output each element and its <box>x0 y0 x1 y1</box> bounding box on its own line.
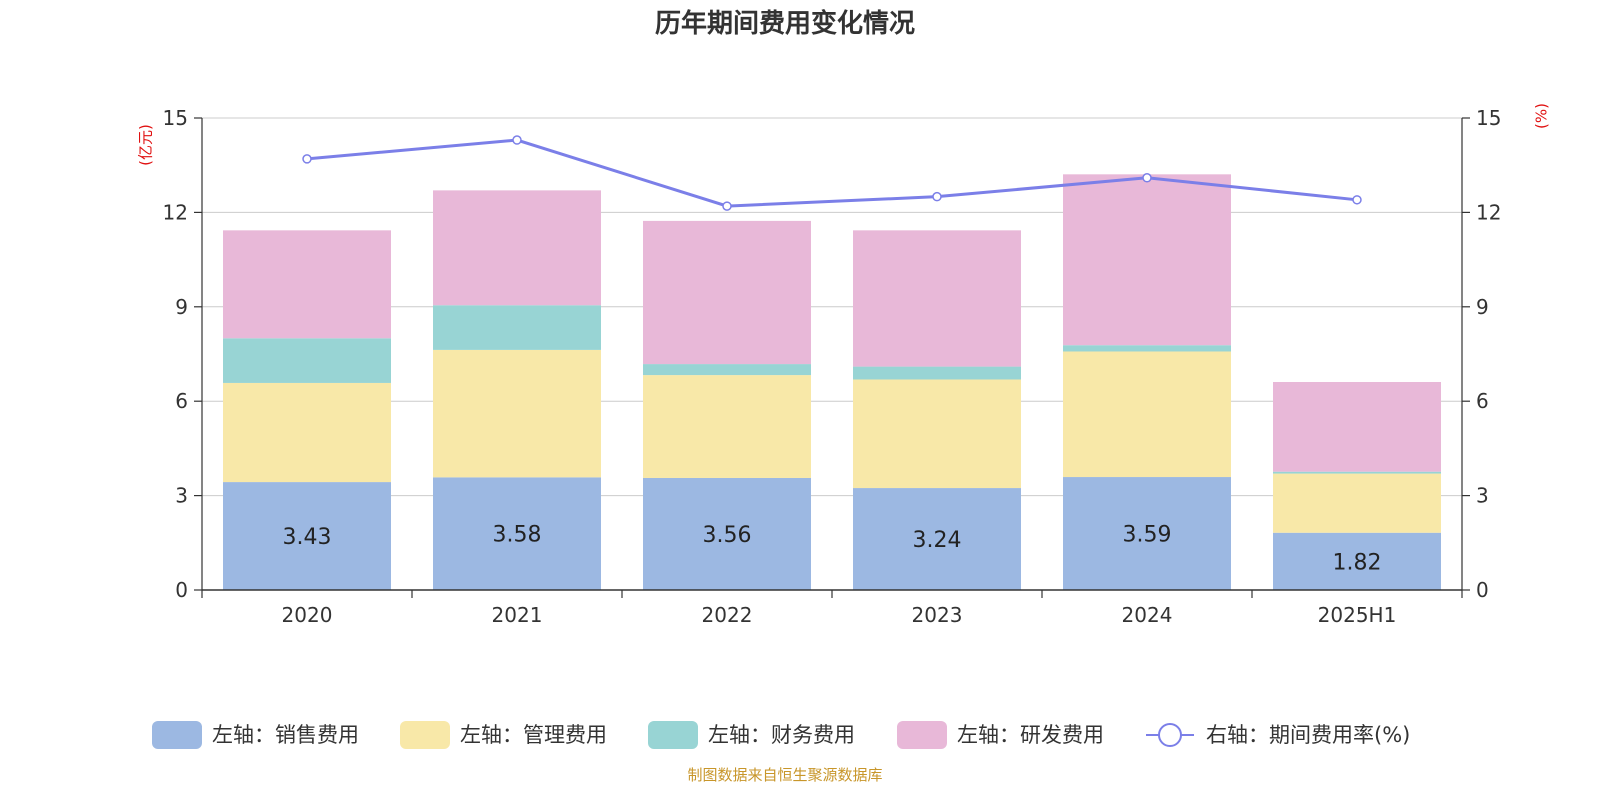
bar-segment <box>433 305 601 350</box>
bars <box>223 174 1441 590</box>
right-axis-tick-label: 15 <box>1476 106 1501 130</box>
bar-value-label: 1.82 <box>1333 550 1382 575</box>
bar-segment <box>433 349 601 478</box>
left-axis-tick-label: 0 <box>175 578 188 602</box>
rate-point <box>512 135 522 145</box>
bar-segment <box>223 338 391 383</box>
bar-segment <box>643 375 811 478</box>
bar-segment <box>853 379 1021 489</box>
x-axis-tick-label: 2022 <box>702 603 753 627</box>
bar-segment <box>433 190 601 306</box>
bar-segment <box>223 230 391 339</box>
legend-label: 左轴：财务费用 <box>708 723 855 747</box>
chart-title: 历年期间费用变化情况 <box>655 8 915 39</box>
bar-value-label: 3.58 <box>493 523 542 548</box>
legend-label: 右轴：期间费用率(%) <box>1206 723 1410 747</box>
left-axis-tick-label: 6 <box>175 389 188 413</box>
bar-labels: 3.43 3.58 3.56 3.24 3.59 1.82 <box>283 523 1382 576</box>
right-axis-tick-label: 0 <box>1476 578 1489 602</box>
rate-line-path <box>306 138 1358 208</box>
legend-circle-swatch <box>1158 723 1182 747</box>
bar-segment <box>643 364 811 376</box>
bar-segment <box>1063 174 1231 346</box>
bar-segment <box>853 366 1021 380</box>
rate-point <box>722 201 732 211</box>
legend-label: 左轴：管理费用 <box>460 723 607 747</box>
legend-swatch <box>400 721 450 749</box>
bar-segment <box>1063 351 1231 478</box>
left-axis-tick-label: 15 <box>163 106 188 130</box>
right-axis-tick-label: 12 <box>1476 200 1501 224</box>
bar-value-label: 3.24 <box>913 528 962 553</box>
legend-swatch <box>152 721 202 749</box>
bar-segment <box>853 230 1021 367</box>
bar-segment <box>853 488 1021 590</box>
rate-point <box>302 154 312 164</box>
legend: 左轴：销售费用 左轴：管理费用 左轴：财务费用 左轴：研发费用 右轴：期间费用率(%) <box>152 721 1410 749</box>
x-axis-tick-label: 2024 <box>1122 603 1173 627</box>
bar-segment <box>1273 382 1441 472</box>
bar-segment <box>1273 473 1441 533</box>
right-axis-tick-label: 3 <box>1476 484 1489 508</box>
x-axis-tick-label: 2023 <box>912 603 963 627</box>
rate-point <box>1142 173 1152 183</box>
bar-segment <box>223 482 391 590</box>
legend-label: 左轴：销售费用 <box>212 723 359 747</box>
legend-swatch <box>897 721 947 749</box>
x-axis-tick-label: 2025H1 <box>1318 603 1397 627</box>
right-axis-tick-label: 9 <box>1476 295 1489 319</box>
right-axis-tick-label: 6 <box>1476 389 1489 413</box>
bar-value-label: 3.43 <box>283 525 332 550</box>
left-axis-tick-label: 12 <box>163 200 188 224</box>
grid <box>202 117 1462 497</box>
left-axis-tick-label: 3 <box>175 484 188 508</box>
axes: 0 3 6 9 12 15 0 3 6 9 12 15 2020 2021 2022 2023 2024 2025… <box>163 106 1502 627</box>
bar-segment <box>1273 471 1441 474</box>
bar-value-label: 3.59 <box>1123 523 1172 548</box>
bar-value-label: 3.56 <box>703 523 752 548</box>
x-axis-tick-label: 2020 <box>282 603 333 627</box>
legend-label: 左轴：研发费用 <box>957 723 1104 747</box>
rate-point <box>932 191 942 202</box>
bar-segment <box>643 477 811 590</box>
bar-segment <box>1063 477 1231 590</box>
bar-segment <box>643 220 811 365</box>
bar-segment <box>1273 532 1441 590</box>
rate-point <box>1352 195 1362 205</box>
bar-segment <box>223 382 391 483</box>
x-axis-tick-label: 2021 <box>492 603 543 627</box>
bar-segment <box>433 477 601 590</box>
bar-segment <box>1063 345 1231 352</box>
right-axis-unit: (%) <box>1533 103 1551 129</box>
source-note: 制图数据来自恒生聚源数据库 <box>687 766 882 784</box>
legend-swatch <box>648 721 698 749</box>
rate-line <box>302 135 1362 211</box>
left-axis-unit: (亿元) <box>137 124 155 166</box>
left-axis-tick-label: 9 <box>175 295 188 319</box>
